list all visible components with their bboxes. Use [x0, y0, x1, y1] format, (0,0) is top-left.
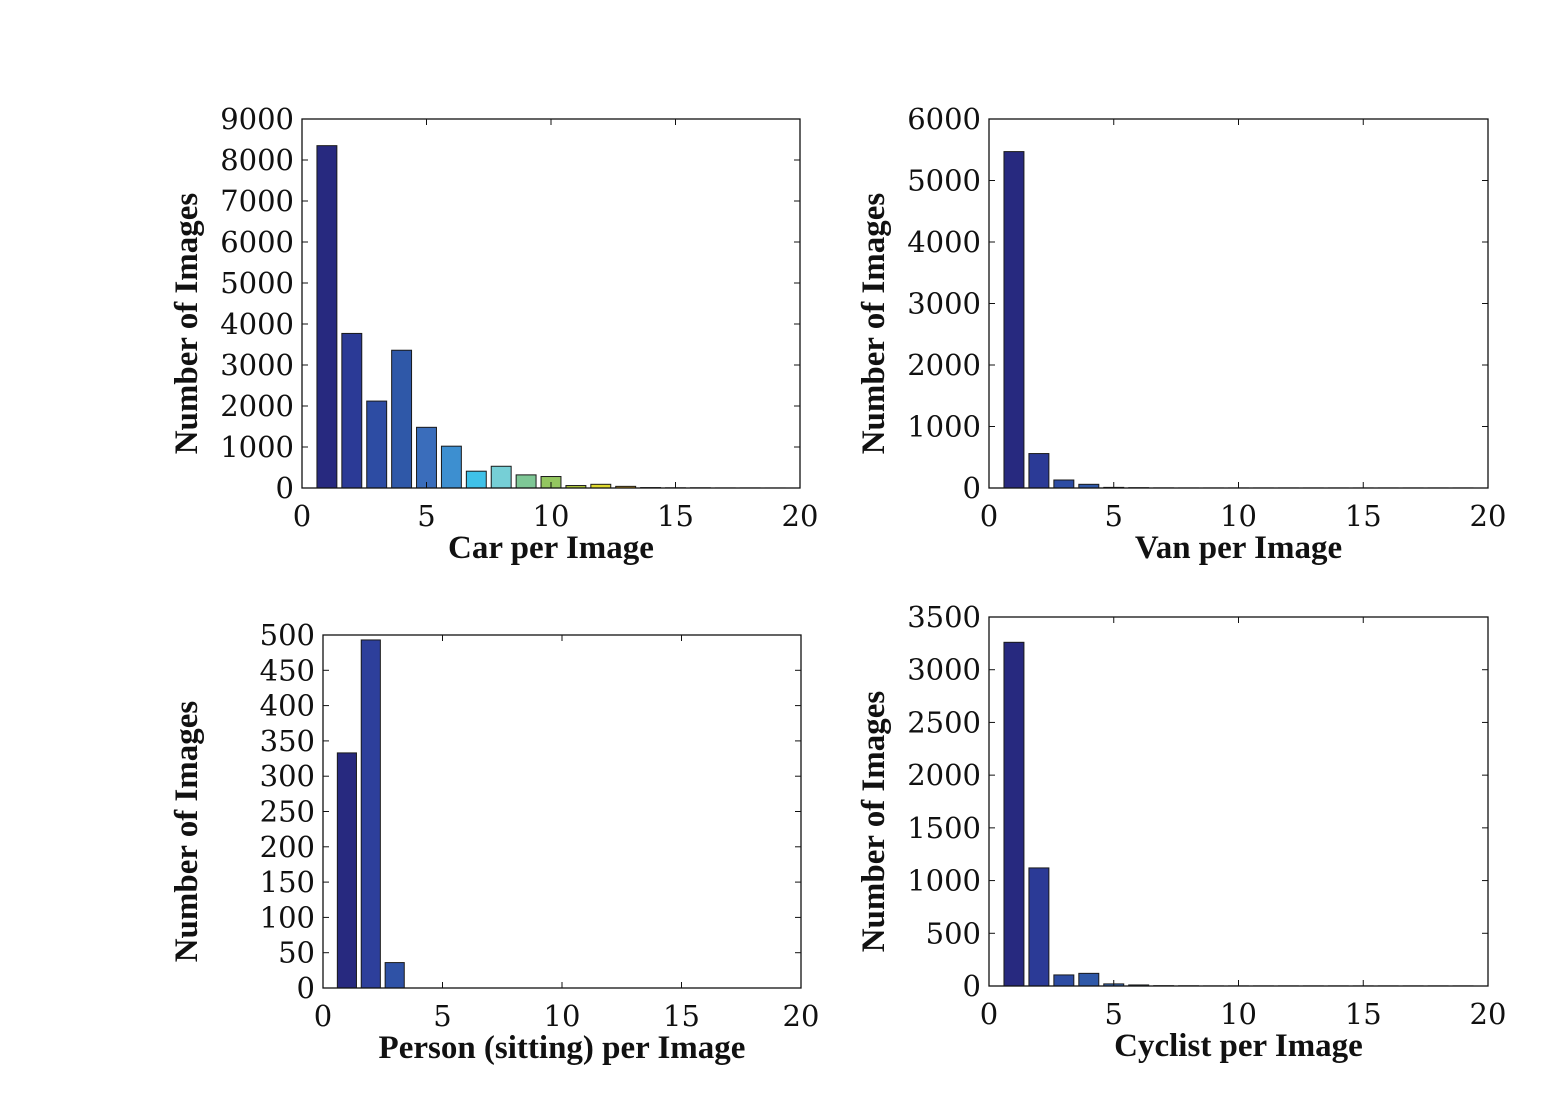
y-axis-title: Number of Images: [169, 193, 205, 455]
x-axis-title: Car per Image: [448, 530, 654, 566]
bar: [440, 445, 462, 489]
x-tick-label: 0: [293, 499, 311, 533]
bar: [360, 639, 381, 989]
x-tick-label: 5: [1105, 997, 1123, 1031]
y-tick-label: 3000: [220, 348, 294, 382]
y-tick-label: 4000: [907, 225, 981, 259]
bar: [341, 332, 363, 489]
y-tick-label: 2000: [907, 758, 981, 792]
bar: [490, 465, 512, 489]
bar: [384, 962, 405, 989]
y-tick-label: 0: [963, 969, 981, 1003]
bar: [1003, 151, 1025, 489]
y-axis-title: Number of Images: [856, 691, 892, 953]
y-tick-label: 6000: [220, 225, 294, 259]
bar: [1053, 974, 1075, 987]
y-tick-label: 500: [260, 618, 315, 652]
y-tick-label: 3000: [907, 287, 981, 321]
x-tick-label: 20: [1470, 997, 1507, 1031]
bar: [1053, 479, 1075, 489]
plot-frame: [322, 634, 802, 989]
y-tick-label: 5000: [220, 266, 294, 300]
bar: [316, 145, 338, 489]
bar: [366, 400, 388, 489]
y-tick-label: 100: [260, 900, 315, 934]
x-tick-label: 10: [533, 499, 570, 533]
y-axis-title: Number of Images: [856, 193, 892, 455]
y-tick-label: 2500: [907, 705, 981, 739]
cyclist-chart: 0 5 10 15 20 0 500 1000 1500 2000 2500 3000 3500 Cycl…: [856, 600, 1506, 1064]
x-tick-label: 10: [1220, 499, 1257, 533]
x-axis-title: Van per Image: [1135, 530, 1342, 566]
x-tick-label: 20: [1470, 499, 1507, 533]
y-tick-label: 2000: [907, 348, 981, 382]
x-axis-title: Cyclist per Image: [1114, 1028, 1363, 1064]
x-tick-label: 0: [980, 499, 998, 533]
y-tick-label: 200: [260, 830, 315, 864]
y-tick-label: 0: [963, 471, 981, 505]
x-tick-label: 5: [417, 499, 435, 533]
x-tick-label: 0: [314, 999, 332, 1033]
y-tick-label: 1000: [907, 864, 981, 898]
x-tick-label: 15: [657, 499, 694, 533]
x-tick-label: 20: [782, 499, 819, 533]
bar: [465, 470, 487, 489]
y-tick-label: 1500: [907, 811, 981, 845]
x-tick-label: 15: [1345, 499, 1382, 533]
y-tick-label: 50: [278, 936, 315, 970]
y-tick-label: 150: [260, 865, 315, 899]
bar: [391, 349, 413, 489]
x-tick-label: 0: [980, 997, 998, 1031]
y-tick-label: 250: [260, 795, 315, 829]
y-tick-label: 500: [926, 916, 981, 950]
y-tick-label: 400: [260, 689, 315, 723]
x-tick-label: 5: [433, 999, 451, 1033]
bar: [515, 474, 537, 489]
x-tick-label: 15: [663, 999, 700, 1033]
y-tick-label: 5000: [907, 164, 981, 198]
x-tick-label: 15: [1345, 997, 1382, 1031]
y-tick-label: 3000: [907, 653, 981, 687]
y-tick-label: 0: [276, 471, 294, 505]
y-tick-label: 1000: [907, 410, 981, 444]
x-tick-label: 5: [1105, 499, 1123, 533]
person-sitting-chart: 0 5 10 15 20050100150200250300350400450500Pe…: [169, 618, 819, 1066]
plot-frame: [988, 616, 1489, 987]
y-tick-label: 450: [260, 653, 315, 687]
x-tick-label: 10: [1220, 997, 1257, 1031]
y-tick-label: 6000: [907, 102, 981, 136]
y-tick-label: 2000: [220, 389, 294, 423]
car-chart: 0 5 10 15 20 0 1000 2000 3000 4000 5000 6000 7000 800…: [169, 102, 818, 566]
y-tick-label: 300: [260, 759, 315, 793]
y-tick-label: 7000: [220, 184, 294, 218]
bar: [1028, 867, 1050, 987]
y-tick-label: 350: [260, 724, 315, 758]
y-tick-label: 4000: [220, 307, 294, 341]
bar: [1078, 972, 1100, 987]
y-tick-label: 3500: [907, 600, 981, 634]
x-axis-title: Person (sitting) per Image: [379, 1030, 746, 1066]
x-tick-label: 20: [783, 999, 820, 1033]
x-tick-label: 10: [544, 999, 581, 1033]
y-axis-title: Number of Images: [169, 701, 205, 963]
bar: [336, 752, 357, 989]
plot-frame: [988, 118, 1489, 489]
bar: [1003, 641, 1025, 987]
y-tick-label: 0: [297, 971, 315, 1005]
van-chart: 0 5 10 15 20 0 1000 2000 3000 4000 5000 6000 Van per…: [856, 102, 1506, 566]
y-tick-label: 8000: [220, 143, 294, 177]
y-tick-label: 1000: [220, 430, 294, 464]
bar: [1028, 453, 1050, 489]
y-tick-label: 9000: [220, 102, 294, 136]
bar: [416, 426, 437, 489]
